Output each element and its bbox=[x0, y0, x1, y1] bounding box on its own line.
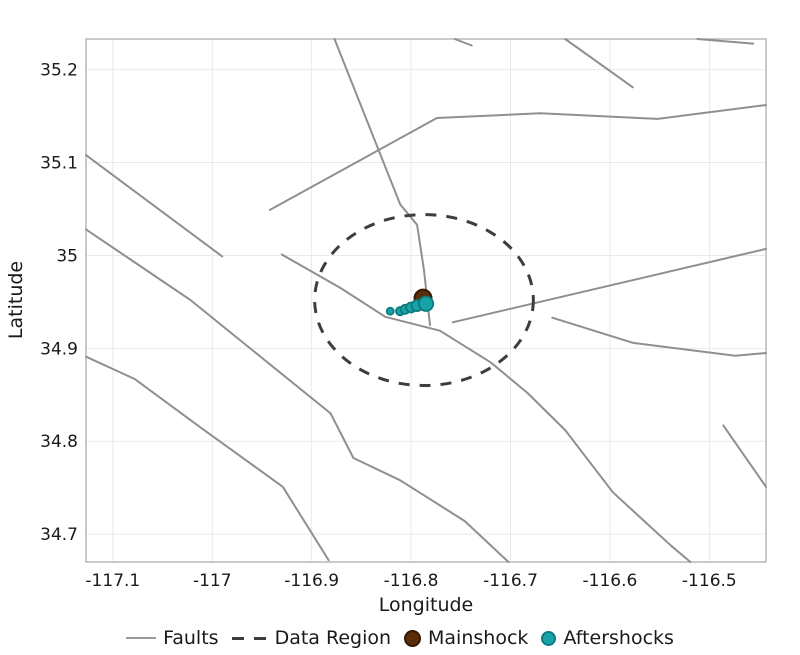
fault-line bbox=[280, 253, 692, 563]
fault-lines-layer bbox=[85, 38, 767, 563]
x-tick-label: -116.7 bbox=[483, 571, 538, 591]
fault-line bbox=[551, 316, 767, 357]
legend-item-aftershocks: Aftershocks bbox=[541, 627, 674, 649]
y-tick-label: 34.9 bbox=[40, 339, 78, 359]
tick-labels-layer: -117.1 -117 -116.9 -116.8 -116.7 -116.6 -116.5… bbox=[40, 61, 737, 591]
panel-border-layer bbox=[85, 38, 767, 563]
legend-label-faults: Faults bbox=[163, 627, 219, 649]
legend-item-mainshock: Mainshock bbox=[404, 627, 528, 649]
legend-item-data-region: Data Region bbox=[231, 627, 392, 649]
y-tick-label: 35.2 bbox=[40, 61, 78, 81]
aftershocks-dot-swatch-icon bbox=[541, 630, 557, 646]
panel-border bbox=[85, 38, 767, 563]
data-region-dash-swatch-icon bbox=[231, 636, 268, 640]
fault-line bbox=[564, 38, 634, 89]
aftershock-point bbox=[417, 295, 435, 312]
y-tick-label: 34.8 bbox=[40, 432, 78, 452]
fault-line bbox=[333, 38, 431, 327]
fault-line bbox=[696, 38, 755, 45]
fault-line bbox=[268, 104, 767, 211]
data-region-layer bbox=[313, 213, 535, 387]
fault-line bbox=[85, 228, 510, 563]
earthquake-points-layer bbox=[385, 288, 435, 317]
fault-line bbox=[85, 355, 330, 562]
y-axis-title: Latitude bbox=[5, 261, 27, 339]
x-tick-label: -117.1 bbox=[85, 571, 140, 591]
legend-label-mainshock: Mainshock bbox=[428, 627, 529, 649]
y-tick-label: 34.7 bbox=[40, 525, 78, 545]
fault-line bbox=[453, 38, 473, 47]
x-tick-label: -116.9 bbox=[284, 571, 339, 591]
faults-line-swatch-icon bbox=[126, 637, 157, 639]
mainshock-dot-swatch-icon bbox=[404, 629, 422, 647]
y-tick-label: 35 bbox=[56, 246, 78, 266]
x-tick-label: -116.5 bbox=[682, 571, 737, 591]
legend-label-data-region: Data Region bbox=[274, 627, 392, 649]
x-axis-title: Longitude bbox=[379, 594, 474, 616]
fault-line bbox=[451, 247, 767, 324]
legend-label-aftershocks: Aftershocks bbox=[563, 627, 674, 649]
x-tick-label: -116.8 bbox=[384, 571, 439, 591]
fault-line bbox=[85, 154, 224, 258]
x-tick-label: -117 bbox=[193, 571, 232, 591]
x-tick-label: -116.6 bbox=[583, 571, 638, 591]
legend: Faults Data Region Mainshock Aftershocks bbox=[0, 623, 800, 653]
data-region-ellipse bbox=[313, 213, 535, 387]
legend-item-faults: Faults bbox=[126, 627, 219, 649]
aftershock-point bbox=[385, 306, 395, 316]
grid-layer bbox=[86, 39, 766, 562]
fault-line bbox=[722, 424, 767, 488]
y-tick-label: 35.1 bbox=[40, 154, 78, 174]
